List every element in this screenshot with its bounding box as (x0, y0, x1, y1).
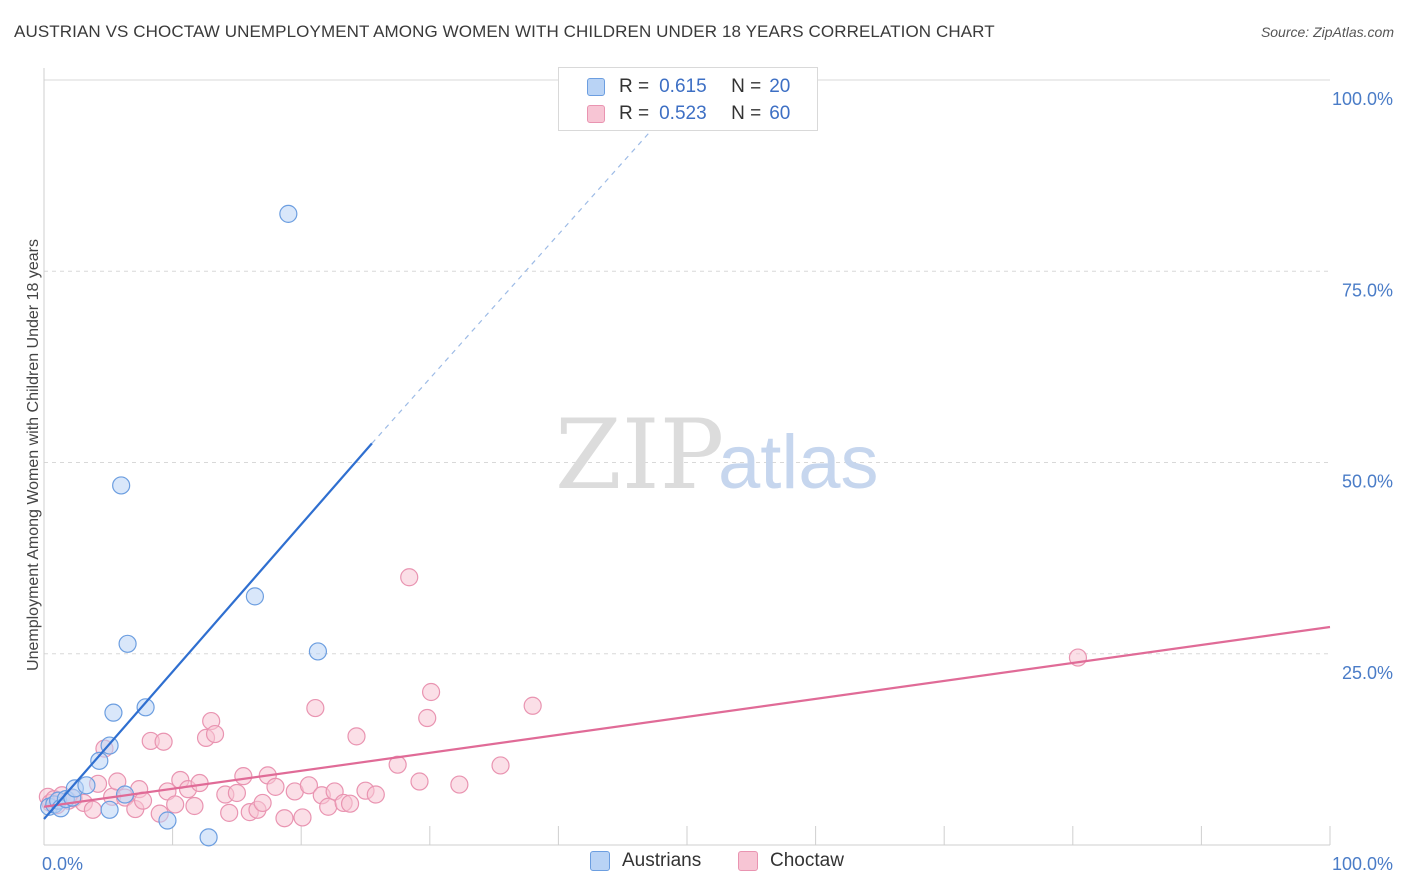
austrians-series (40, 204, 328, 847)
austrians-swatch (587, 78, 605, 96)
choctaw-point (410, 772, 429, 791)
choctaw-point (299, 776, 319, 795)
austrians-point (112, 476, 131, 495)
legend-item-austrians: Austrians (590, 850, 701, 872)
choctaw-point (388, 755, 407, 774)
choctaw-point (205, 724, 225, 744)
austrians-point (104, 703, 123, 722)
x-tick-label: 100.0% (1332, 854, 1393, 874)
tick-labels: 25.0% 50.0% 75.0% 100.0% 0.0% 100.0% (42, 89, 1393, 874)
choctaw-point (491, 756, 510, 775)
n-value: 60 (769, 103, 791, 124)
chart-title: AUSTRIAN VS CHOCTAW UNEMPLOYMENT AMONG W… (14, 22, 995, 41)
choctaw-point (83, 800, 102, 819)
n-label: N = (731, 76, 762, 97)
austrians-trendline-extension (371, 133, 649, 444)
legend-row-choctaw: R = 0.523 N = 60 (587, 101, 790, 127)
choctaw-point (293, 808, 312, 827)
axes (43, 68, 1331, 846)
watermark-zip: ZIP (555, 399, 724, 511)
austrians-point (118, 634, 137, 653)
x-tick-label: 0.0% (42, 854, 83, 874)
choctaw-point (340, 794, 360, 813)
y-tick-label: 75.0% (1342, 280, 1393, 300)
correlation-legend: R = 0.615 N = 20 R = 0.523 N = 60 (558, 67, 818, 131)
choctaw-point (275, 809, 294, 828)
choctaw-swatch (587, 105, 605, 123)
choctaw-series (38, 568, 1088, 828)
legend-item-choctaw: Choctaw (738, 850, 844, 872)
austrians-swatch (590, 851, 610, 871)
choctaw-point (234, 767, 253, 786)
n-value: 20 (769, 76, 791, 97)
choctaw-point (227, 783, 246, 803)
austrians-point (199, 828, 218, 847)
choctaw-point (220, 803, 239, 822)
choctaw-trendline (43, 625, 1331, 808)
y-tick-label: 50.0% (1342, 472, 1393, 492)
austrians-point (279, 204, 298, 223)
r-value: 0.615 (659, 76, 707, 97)
trendlines (43, 133, 1331, 820)
choctaw-point (190, 773, 209, 793)
austrians-point (308, 642, 328, 661)
austrians-point (136, 698, 155, 717)
choctaw-point (347, 727, 366, 746)
choctaw-point (253, 793, 272, 813)
choctaw-point (421, 682, 441, 702)
choctaw-point (185, 796, 204, 816)
choctaw-point (450, 775, 469, 794)
series-legend: Austrians Choctaw (0, 850, 1406, 878)
y-axis-label: Unemployment Among Women with Children U… (25, 239, 42, 671)
austrians-point (158, 811, 177, 830)
austrians-trendline (43, 442, 373, 820)
source-label: Source: ZipAtlas.com (1260, 24, 1394, 40)
choctaw-point (166, 795, 185, 814)
choctaw-point (366, 785, 385, 804)
austrians-point (77, 776, 96, 795)
r-label: R = (619, 76, 650, 97)
austrians-point (100, 800, 119, 819)
y-tick-label: 25.0% (1342, 663, 1393, 683)
choctaw-point (154, 732, 173, 751)
n-label: N = (731, 103, 762, 124)
r-value: 0.523 (659, 103, 707, 124)
choctaw-point (306, 698, 325, 718)
austrians-point (90, 751, 109, 770)
choctaw-swatch (738, 851, 758, 871)
grid (44, 79, 1330, 655)
austrians-point (245, 587, 265, 606)
choctaw-point (523, 696, 542, 715)
choctaw-point (319, 797, 338, 816)
choctaw-point (266, 777, 285, 796)
legend-label: Choctaw (770, 850, 844, 871)
legend-label: Austrians (622, 850, 702, 871)
legend-row-austrians: R = 0.615 N = 20 (587, 74, 790, 100)
y-tick-label: 100.0% (1332, 89, 1393, 109)
choctaw-point (418, 708, 437, 728)
watermark-atlas: atlas (718, 420, 879, 505)
r-label: R = (619, 103, 650, 124)
choctaw-point (400, 568, 419, 587)
